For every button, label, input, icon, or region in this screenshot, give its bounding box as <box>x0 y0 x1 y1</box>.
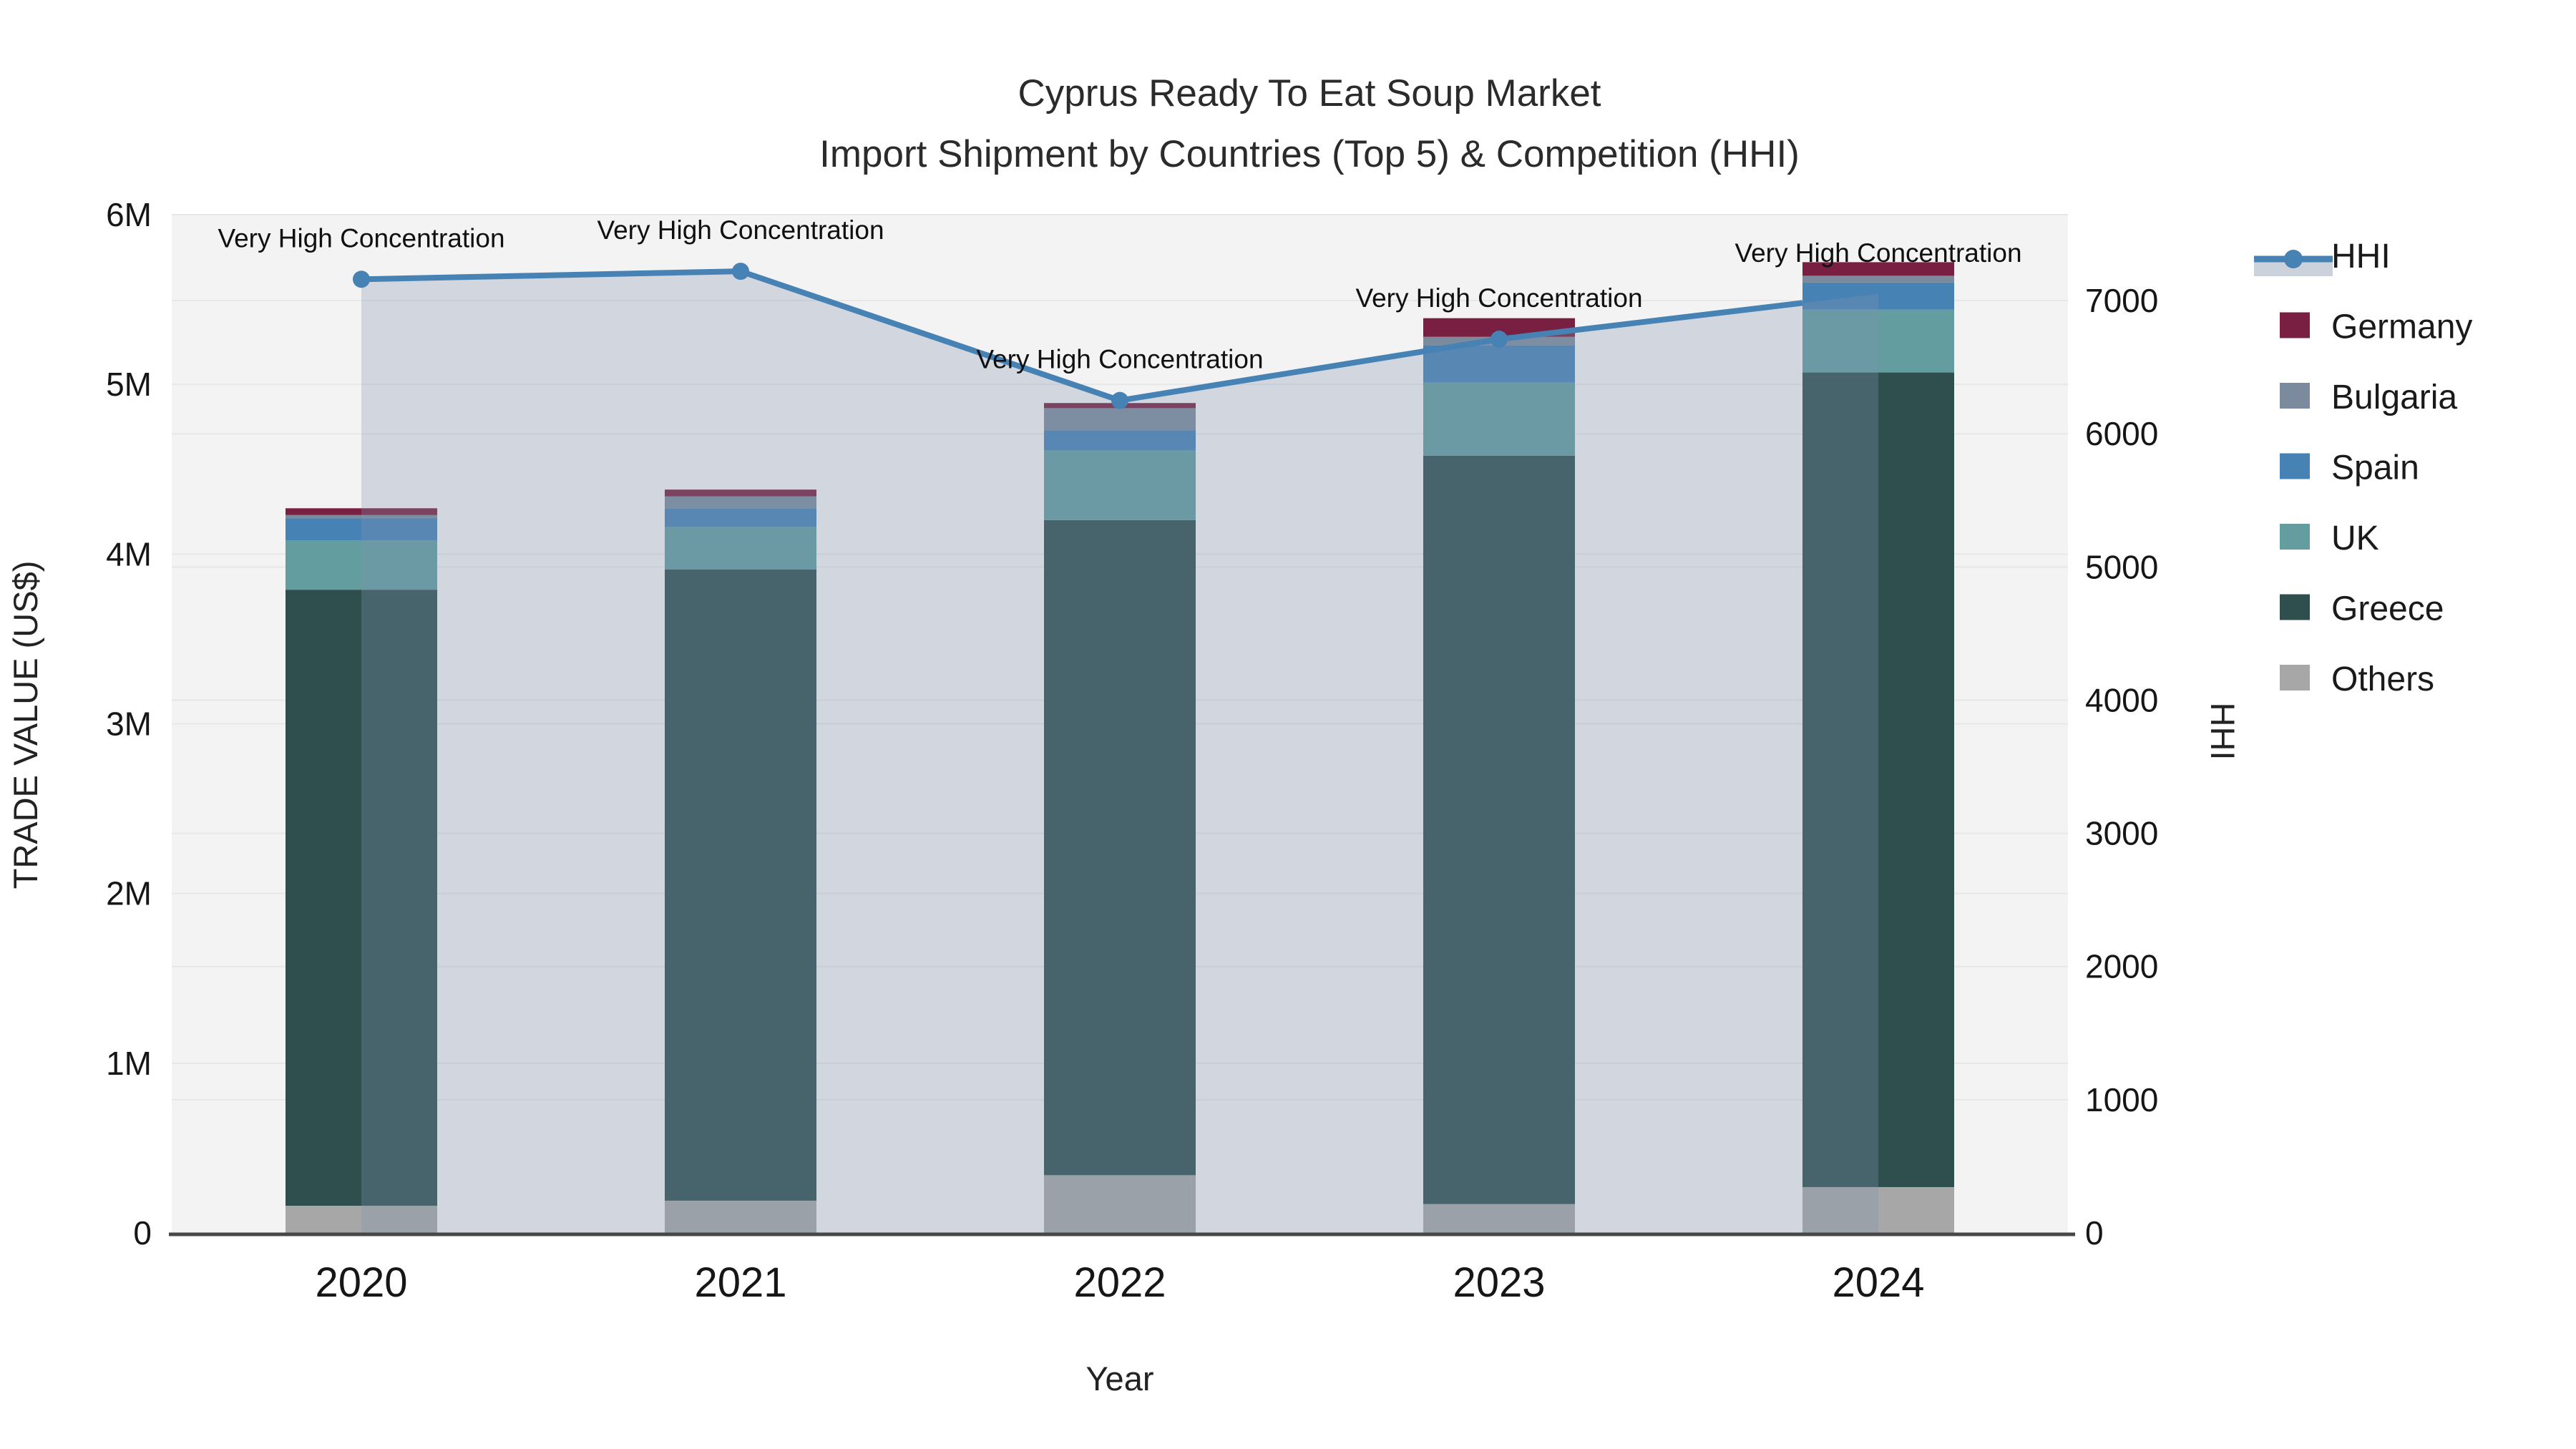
bar-segment-2024-spain[interactable] <box>1802 282 1954 310</box>
left-axis-title: TRADE VALUE (US$) <box>6 561 44 889</box>
legend-swatch-germany <box>2280 312 2310 338</box>
legend-label-hhi: HHI <box>2331 238 2391 275</box>
bar-segment-2022-spain[interactable] <box>1044 430 1196 451</box>
bar-segment-2020-spain[interactable] <box>286 518 437 541</box>
chart-title-line2: Import Shipment by Countries (Top 5) & C… <box>819 133 1800 175</box>
bar-segment-2020-others[interactable] <box>286 1206 437 1233</box>
bar-segment-2022-greece[interactable] <box>1044 519 1196 1176</box>
bar-segment-2022-bulgaria[interactable] <box>1044 408 1196 431</box>
right-tick-0: 0 <box>2085 1214 2104 1252</box>
left-tick-5M: 5M <box>106 366 152 403</box>
hhi-area-layer <box>361 271 1878 1233</box>
legend-label-greece: Greece <box>2331 590 2444 628</box>
bar-segment-2022-uk[interactable] <box>1044 450 1196 520</box>
legend-swatch-bulgaria <box>2280 383 2310 409</box>
legend-item-spain[interactable]: Spain <box>2280 449 2419 487</box>
x-tick-2023: 2023 <box>1453 1259 1545 1306</box>
bar-segment-2020-uk[interactable] <box>286 540 437 590</box>
hhi-marker-2021[interactable] <box>732 263 749 280</box>
legend-item-hhi[interactable]: HHI <box>2254 238 2391 276</box>
bar-segment-2023-uk[interactable] <box>1423 382 1575 456</box>
legend-item-greece[interactable]: Greece <box>2280 590 2444 628</box>
bar-segment-2024-greece[interactable] <box>1802 372 1954 1187</box>
legend-label-uk: UK <box>2331 519 2379 557</box>
bar-segment-2020-greece[interactable] <box>286 590 437 1206</box>
legend-item-bulgaria[interactable]: Bulgaria <box>2280 379 2457 416</box>
x-tick-2022: 2022 <box>1073 1259 1166 1306</box>
x-axis-title: Year <box>1086 1360 1154 1397</box>
annotation-2022: Very High Concentration <box>976 345 1263 374</box>
bar-2024 <box>1802 262 1954 1233</box>
right-axis-title: HHI <box>2204 703 2242 761</box>
bar-segment-2021-uk[interactable] <box>665 527 816 570</box>
x-tick-2024: 2024 <box>1832 1259 1924 1306</box>
legend-swatch-spain <box>2280 453 2310 479</box>
hhi-area-fill <box>361 271 1878 1233</box>
bar-segment-2021-spain[interactable] <box>665 508 816 527</box>
left-tick-3M: 3M <box>106 706 152 743</box>
bar-segment-2021-germany[interactable] <box>665 489 816 497</box>
legend-label-others: Others <box>2331 660 2434 698</box>
legend-label-spain: Spain <box>2331 449 2419 487</box>
right-tick-3000: 3000 <box>2085 815 2158 852</box>
hhi-marker-2023[interactable] <box>1491 331 1508 348</box>
x-tick-2021: 2021 <box>694 1259 786 1306</box>
left-tick-1M: 1M <box>106 1045 152 1082</box>
bar-segment-2024-bulgaria[interactable] <box>1802 275 1954 283</box>
annotation-2020: Very High Concentration <box>218 223 504 253</box>
bar-2022 <box>1044 403 1196 1233</box>
legend-swatch-uk <box>2280 524 2310 550</box>
bar-2021 <box>665 489 816 1233</box>
left-tick-0: 0 <box>133 1214 152 1252</box>
legend-layer: HHI Germany Bulgaria Spain UK Greece Others <box>2254 238 2472 698</box>
x-tick-2020: 2020 <box>315 1259 407 1306</box>
right-tick-4000: 4000 <box>2085 681 2158 718</box>
right-tick-2000: 2000 <box>2085 948 2158 985</box>
bar-segment-2023-others[interactable] <box>1423 1204 1575 1233</box>
bars-layer <box>286 262 1954 1233</box>
hhi-marker-2022[interactable] <box>1111 391 1128 409</box>
legend-item-uk[interactable]: UK <box>2280 519 2379 557</box>
hhi-line-layer <box>353 263 1803 409</box>
annotation-2021: Very High Concentration <box>597 215 884 245</box>
hhi-marker-2020[interactable] <box>353 270 370 288</box>
axes-layer: 0 1M 2M 3M 4M 5M 6M 0 1000 2000 3000 4000 5000 6000 70… <box>106 196 2158 1306</box>
bar-segment-2021-others[interactable] <box>665 1200 816 1233</box>
bar-segment-2022-others[interactable] <box>1044 1175 1196 1233</box>
bar-segment-2020-germany[interactable] <box>286 508 437 515</box>
bar-segment-2023-greece[interactable] <box>1423 455 1575 1204</box>
bar-segment-2024-uk[interactable] <box>1802 309 1954 373</box>
bar-segment-2024-germany[interactable] <box>1802 262 1954 276</box>
legend-label-bulgaria: Bulgaria <box>2331 379 2457 416</box>
legend-swatch-others <box>2280 665 2310 691</box>
legend-hhi-marker-sample <box>2284 250 2303 268</box>
legend-swatch-greece <box>2280 594 2310 620</box>
annotation-2023: Very High Concentration <box>1355 283 1642 313</box>
legend-item-others[interactable]: Others <box>2280 660 2434 698</box>
legend-item-germany[interactable]: Germany <box>2280 308 2472 346</box>
bar-segment-2024-others[interactable] <box>1802 1186 1954 1233</box>
right-tick-1000: 1000 <box>2085 1081 2158 1118</box>
left-tick-2M: 2M <box>106 875 152 912</box>
bar-segment-2023-spain[interactable] <box>1423 345 1575 383</box>
bar-2020 <box>286 508 437 1233</box>
bar-segment-2021-greece[interactable] <box>665 569 816 1201</box>
bar-segment-2021-bulgaria[interactable] <box>665 496 816 509</box>
annotations-layer: Very High Concentration Very High Concent… <box>218 215 2021 374</box>
bar-segment-2020-bulgaria[interactable] <box>286 514 437 519</box>
right-tick-7000: 7000 <box>2085 282 2158 319</box>
right-tick-5000: 5000 <box>2085 548 2158 585</box>
legend-label-germany: Germany <box>2331 308 2472 346</box>
chart-title-line1: Cyprus Ready To Eat Soup Market <box>1018 72 1601 114</box>
right-tick-6000: 6000 <box>2085 415 2158 452</box>
annotation-2024: Very High Concentration <box>1735 238 2021 268</box>
left-tick-6M: 6M <box>106 196 152 233</box>
left-tick-4M: 4M <box>106 535 152 572</box>
